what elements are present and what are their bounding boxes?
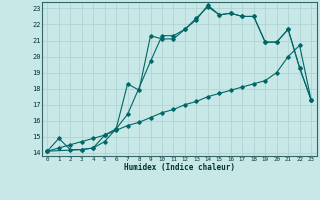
X-axis label: Humidex (Indice chaleur): Humidex (Indice chaleur) (124, 163, 235, 172)
